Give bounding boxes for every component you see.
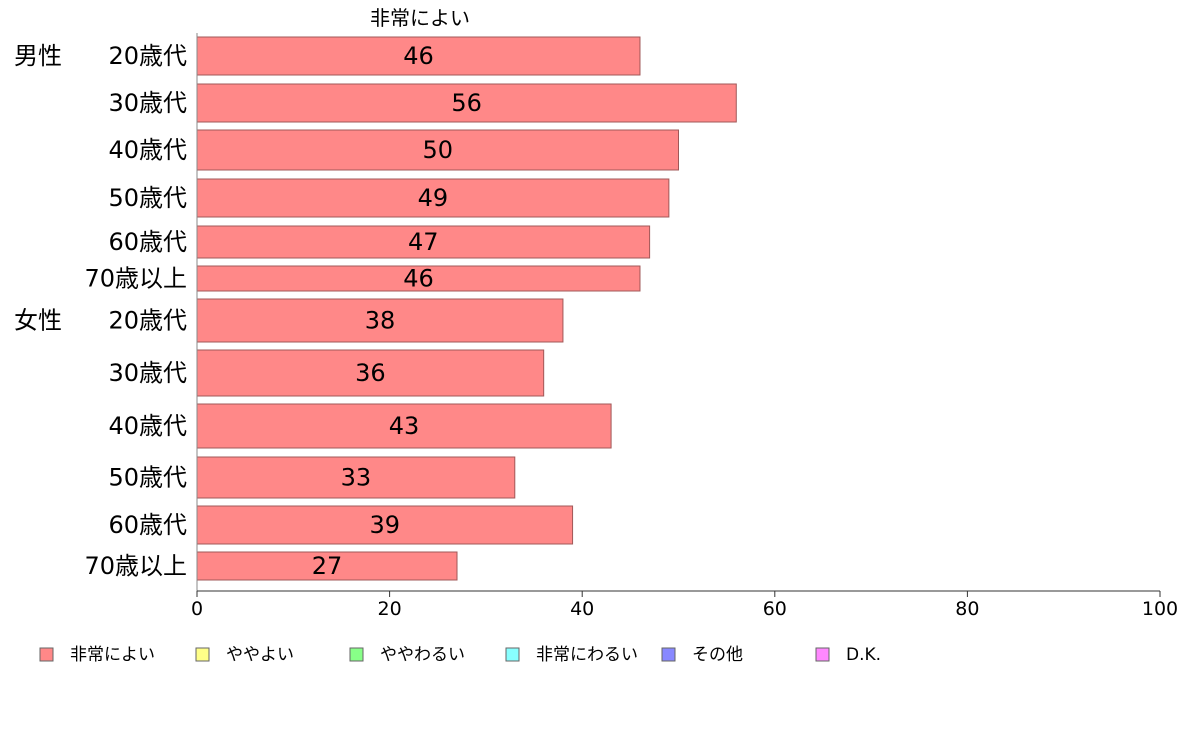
legend-label-4: 非常にわるい: [536, 645, 638, 665]
x-tick-label-5: 80: [955, 598, 979, 620]
bar-2-series-1: [196, 83, 737, 123]
category-label-11: 60歳代: [108, 511, 187, 539]
bar-1-series-1: [196, 36, 641, 76]
group-label-7: 女性: [14, 307, 62, 335]
x-tick-label-4: 60: [763, 598, 787, 620]
legend-label-1: 非常によい: [70, 645, 155, 665]
category-label-6: 70歳以上: [84, 265, 187, 293]
bar-5-series-1: [196, 225, 651, 259]
category-label-12: 70歳以上: [84, 552, 187, 580]
category-label-5: 60歳代: [108, 228, 187, 256]
value-label-4: 49: [418, 184, 449, 212]
legend-label-2: ややよい: [226, 645, 294, 665]
value-label-11: 39: [370, 511, 401, 539]
bar-3-series-1: [196, 129, 679, 171]
bar-4-series-1: [196, 178, 670, 218]
legend-swatch-5: [661, 647, 676, 662]
legend: 非常によい ややよい ややわるい 非常にわるい その他 D.K.: [39, 645, 881, 665]
x-tick-label-1: 0: [191, 598, 203, 620]
value-label-8: 36: [355, 359, 386, 387]
value-label-10: 33: [341, 464, 372, 492]
value-label-3: 50: [422, 136, 453, 164]
x-tick-label-6: 100: [1142, 598, 1178, 620]
category-label-10: 50歳代: [108, 464, 187, 492]
category-label-7: 20歳代: [108, 307, 187, 335]
x-axis: 0 20 40 60 80 100: [191, 590, 1178, 620]
category-label-8: 30歳代: [108, 359, 187, 387]
value-label-5: 47: [408, 228, 439, 256]
labels-layer: 46 20歳代 男性 56 30歳代 50 40歳代 49 50歳代 47 60歳代 46 70歳以上 3…: [14, 42, 482, 580]
legend-label-6: D.K.: [846, 645, 881, 665]
legend-swatch-4: [505, 647, 520, 662]
series-header: 非常によい: [370, 6, 470, 30]
legend-swatch-1: [39, 647, 54, 662]
value-label-12: 27: [312, 552, 343, 580]
category-label-1: 20歳代: [108, 42, 187, 70]
bar-12-series-1: [196, 551, 458, 581]
legend-swatch-2: [195, 647, 210, 662]
category-label-3: 40歳代: [108, 136, 187, 164]
value-label-9: 43: [389, 412, 420, 440]
bar-7-series-1: [196, 298, 564, 343]
legend-swatch-3: [349, 647, 364, 662]
bar-11-series-1: [196, 505, 574, 545]
legend-label-5: その他: [692, 645, 743, 665]
category-label-9: 40歳代: [108, 412, 187, 440]
bars-layer: [196, 33, 737, 591]
value-label-7: 38: [365, 307, 396, 335]
value-label-2: 56: [451, 89, 482, 117]
group-label-1: 男性: [14, 42, 62, 70]
legend-swatch-6: [815, 647, 830, 662]
x-tick-label-2: 20: [378, 598, 402, 620]
value-label-6: 46: [403, 265, 434, 293]
value-label-1: 46: [403, 42, 434, 70]
category-label-4: 50歳代: [108, 184, 187, 212]
bar-10-series-1: [196, 456, 516, 499]
legend-label-3: ややわるい: [380, 645, 465, 665]
category-label-2: 30歳代: [108, 89, 187, 117]
x-tick-label-3: 40: [570, 598, 594, 620]
